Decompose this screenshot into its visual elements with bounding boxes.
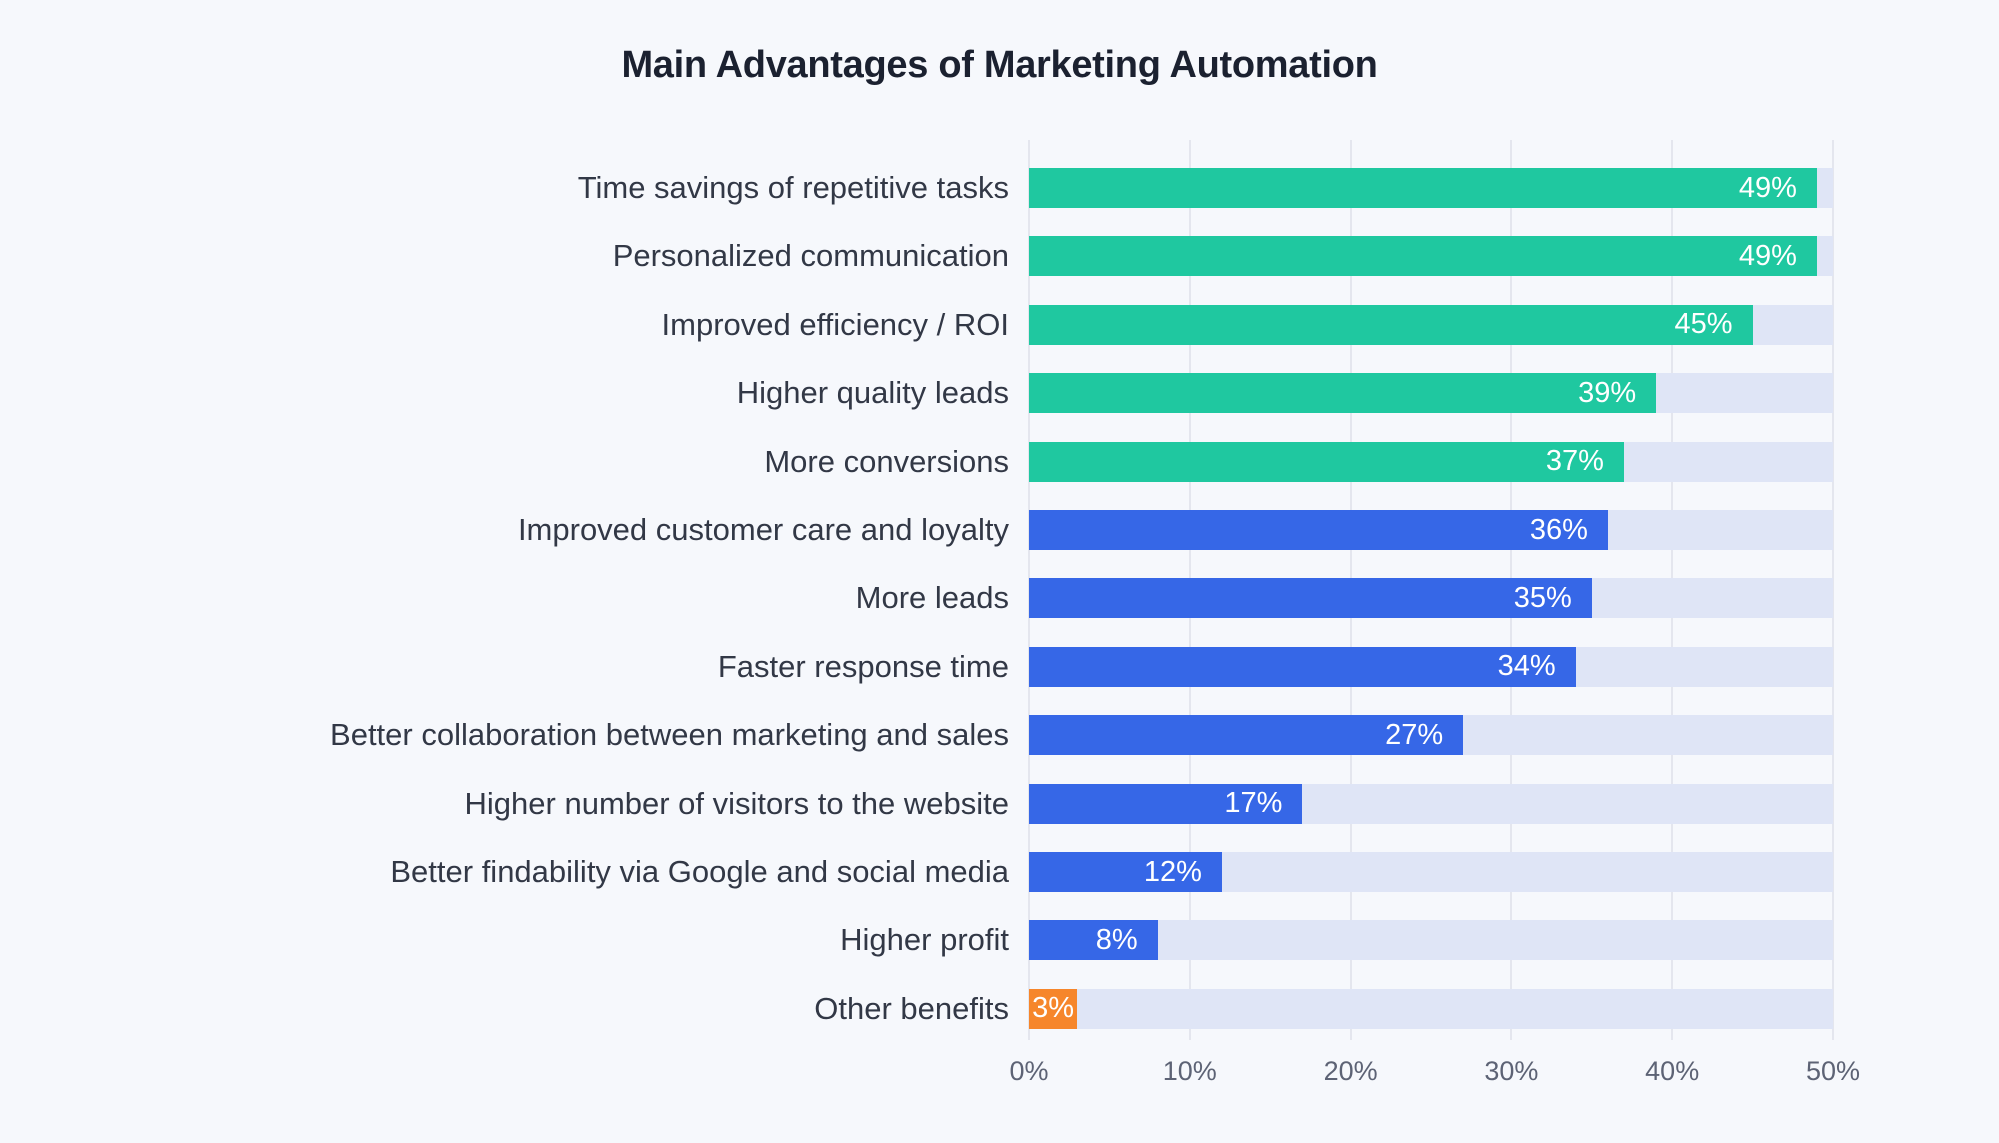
category-label: Higher number of visitors to the website <box>464 785 1009 821</box>
bar-value-label: 35% <box>1513 581 1572 614</box>
bar: 12% <box>1029 852 1222 892</box>
x-axis: 0% 10% 20% 30% 40% 50% <box>0 1056 1999 1096</box>
bar-plot-area: 37% <box>1029 441 1833 482</box>
bar-row: Better collaboration between marketing a… <box>0 715 1999 756</box>
category-label: Higher quality leads <box>736 375 1009 411</box>
category-label: Improved efficiency / ROI <box>661 306 1009 342</box>
category-label: Better collaboration between marketing a… <box>330 717 1009 753</box>
bar-plot-area: 49% <box>1029 236 1833 277</box>
bar: 37% <box>1029 441 1624 482</box>
category-label: More leads <box>855 580 1009 616</box>
x-tick-label: 40% <box>1645 1056 1700 1086</box>
bar-row: Improved customer care and loyalty 36% <box>0 510 1999 550</box>
x-tick-label: 50% <box>1805 1056 1861 1086</box>
bar-row: Faster response time 34% <box>0 646 1999 687</box>
category-label: Better findability via Google and social… <box>390 854 1009 889</box>
bar-plot-area: 49% <box>1029 168 1833 208</box>
bar: 27% <box>1029 715 1464 756</box>
category-label: Other benefits <box>814 990 1009 1026</box>
bar-plot-area: 35% <box>1029 578 1833 619</box>
bar-value-label: 12% <box>1143 855 1202 888</box>
x-tick-label: 30% <box>1484 1056 1539 1086</box>
bar-value-label: 3% <box>1032 992 1075 1025</box>
bar-value-label: 34% <box>1497 650 1556 683</box>
bar: 45% <box>1029 304 1753 345</box>
bar-row: Improved efficiency / ROI 45% <box>0 304 1999 345</box>
bar: 8% <box>1029 920 1158 961</box>
bar-plot-area: 36% <box>1029 510 1833 550</box>
category-label: Improved customer care and loyalty <box>517 512 1009 547</box>
bar-row: Higher quality leads 39% <box>0 373 1999 414</box>
bar-row: Higher number of visitors to the website… <box>0 783 1999 824</box>
bar-row: More leads 35% <box>0 578 1999 619</box>
bar-row: Better findability via Google and social… <box>0 852 1999 892</box>
bar-value-label: 27% <box>1385 718 1444 751</box>
bar-plot-area: 17% <box>1029 783 1833 824</box>
bar-value-label: 36% <box>1529 513 1588 546</box>
bar-value-label: 49% <box>1738 239 1797 272</box>
category-label: Faster response time <box>717 648 1009 684</box>
category-label: Personalized communication <box>612 238 1009 274</box>
bar-row: More conversions 37% <box>0 441 1999 482</box>
chart-title: Main Advantages of Marketing Automation <box>621 44 1378 86</box>
gridline-50 <box>1832 140 1834 1040</box>
bar-row: Time savings of repetitive tasks 49% <box>0 168 1999 208</box>
bar: 3% <box>1029 988 1078 1029</box>
bar-row: Personalized communication 49% <box>0 236 1999 277</box>
bar-plot-area: 8% <box>1029 920 1833 961</box>
x-tick-label: 10% <box>1162 1056 1217 1086</box>
bar: 35% <box>1029 578 1592 619</box>
x-tick-label: 0% <box>1009 1056 1049 1086</box>
bar-value-label: 8% <box>1095 923 1138 956</box>
bar: 39% <box>1029 373 1657 414</box>
bar: 49% <box>1029 236 1817 277</box>
bar: 34% <box>1029 646 1576 687</box>
category-label: Time savings of repetitive tasks <box>577 170 1009 205</box>
bar-plot-area: 12% <box>1029 852 1833 892</box>
bar-value-label: 39% <box>1578 376 1637 409</box>
bar-row: Higher profit 8% <box>0 920 1999 961</box>
bar-value-label: 45% <box>1674 308 1733 341</box>
bar-plot-area: 3% <box>1029 988 1833 1029</box>
bar-value-label: 17% <box>1224 787 1283 820</box>
bar-plot-area: 45% <box>1029 304 1833 345</box>
category-label: More conversions <box>764 443 1009 479</box>
bar-plot-area: 27% <box>1029 715 1833 756</box>
bar: 36% <box>1029 510 1608 550</box>
bar-plot-area: 39% <box>1029 373 1833 414</box>
bar: 49% <box>1029 168 1817 208</box>
bar-value-label: 49% <box>1738 171 1797 204</box>
bar-plot-area: 34% <box>1029 646 1833 687</box>
category-label: Higher profit <box>840 922 1009 958</box>
bar-value-label: 37% <box>1545 445 1604 478</box>
bar-track <box>1029 988 1833 1029</box>
bar-row: Other benefits 3% <box>0 988 1999 1029</box>
x-tick-label: 20% <box>1323 1056 1378 1086</box>
bar-track <box>1029 920 1833 961</box>
bar: 17% <box>1029 783 1303 824</box>
